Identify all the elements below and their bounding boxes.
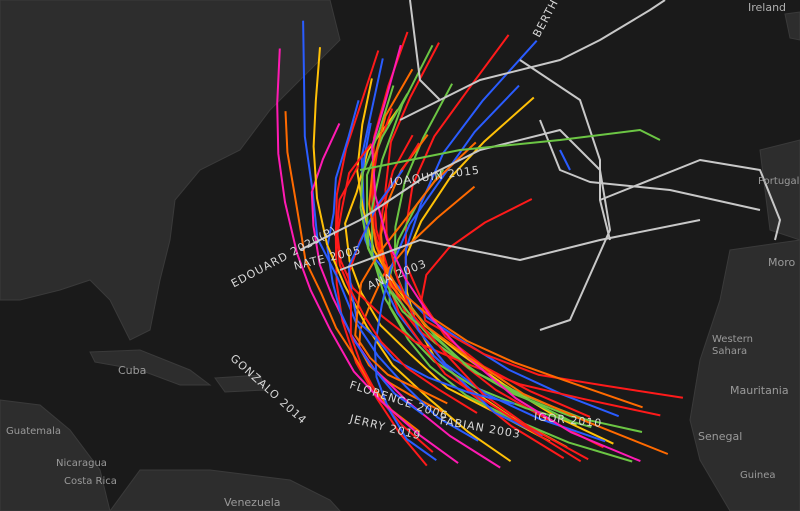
land-central-america: [0, 399, 111, 511]
storm-track-extratropical[interactable]: [519, 59, 611, 241]
storm-track[interactable]: [388, 168, 633, 463]
storm-track[interactable]: [380, 134, 643, 409]
storm-track[interactable]: [354, 141, 477, 405]
storm-track[interactable]: [559, 149, 571, 171]
place-label-guinea: Guinea: [740, 470, 776, 481]
storm-track-extratropical[interactable]: [339, 219, 701, 271]
place-label-morocco: Moro: [768, 256, 796, 269]
storm-track-extratropical[interactable]: [539, 119, 761, 211]
place-label-portugal: Portugal: [758, 176, 800, 187]
place-label-costa-rica: Costa Rica: [64, 476, 117, 487]
land-cuba: [89, 349, 212, 386]
place-label-guatemala: Guatemala: [6, 426, 62, 437]
storm-track[interactable]: [404, 96, 568, 449]
storm-track[interactable]: [326, 100, 424, 416]
land-ireland: [784, 11, 800, 41]
storm-track[interactable]: [284, 111, 421, 433]
storm-track[interactable]: [344, 108, 551, 443]
storm-track-extratropical[interactable]: [399, 0, 666, 121]
storm-track[interactable]: [360, 58, 543, 437]
place-label-nicaragua: Nicaragua: [56, 458, 107, 469]
place-label-mauritania: Mauritania: [730, 384, 789, 397]
storm-track[interactable]: [335, 165, 661, 417]
land-africa: [689, 239, 800, 511]
storm-track-extratropical[interactable]: [409, 0, 441, 101]
storm-track[interactable]: [335, 143, 478, 414]
place-label-ireland: Ireland: [748, 1, 787, 14]
land-hispaniola: [214, 374, 266, 393]
storm-track[interactable]: [371, 44, 641, 463]
storm-track[interactable]: [334, 50, 428, 467]
storm-track[interactable]: [368, 68, 669, 455]
storm-track[interactable]: [312, 47, 512, 463]
place-label-venezuela: Venezuela: [224, 496, 281, 509]
storm-track[interactable]: [302, 20, 479, 442]
land-south-america: [109, 469, 341, 511]
place-label-senegal: Senegal: [698, 430, 743, 443]
land-iberia: [759, 139, 800, 241]
storm-track[interactable]: [359, 129, 661, 171]
storm-track-extratropical[interactable]: [599, 159, 781, 241]
storm-track[interactable]: [420, 198, 684, 399]
place-label-cuba: Cuba: [118, 364, 147, 377]
storm-track[interactable]: [371, 44, 592, 429]
land-north-america: [0, 0, 341, 341]
storm-track[interactable]: [276, 48, 459, 464]
storm-track-extratropical[interactable]: [299, 129, 611, 331]
storm-track[interactable]: [384, 42, 589, 461]
place-label-western-sahara: Western Sahara: [712, 334, 754, 357]
